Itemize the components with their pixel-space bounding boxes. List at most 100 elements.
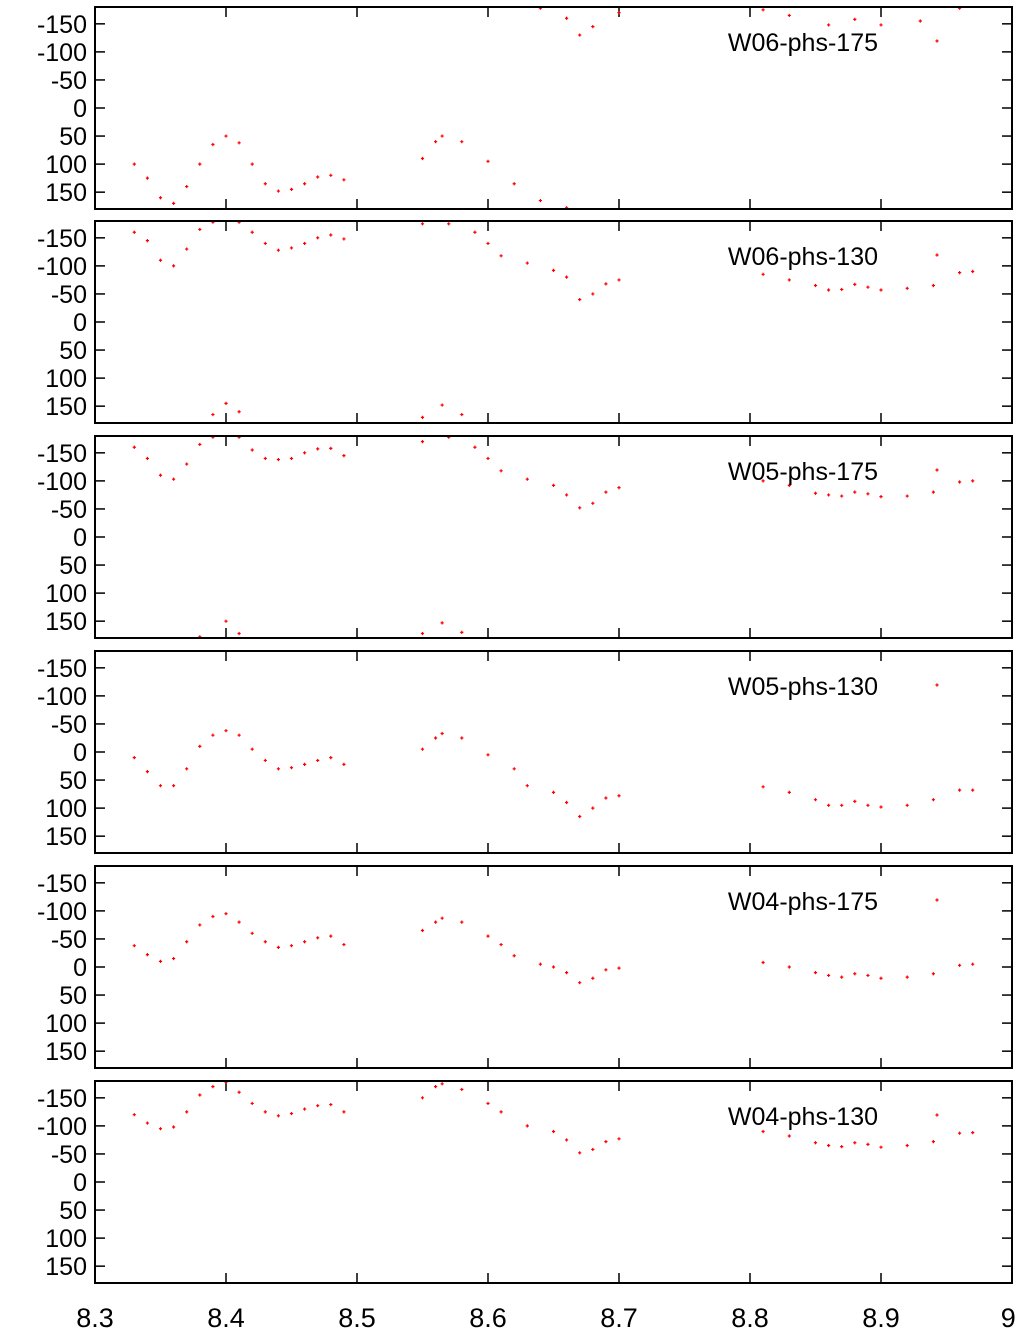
- data-point: [591, 806, 595, 810]
- data-point: [879, 288, 883, 292]
- data-point: [198, 442, 202, 447]
- data-point: [440, 1082, 444, 1086]
- data-point: [303, 762, 307, 766]
- legend-label: W06-phs-130: [728, 243, 878, 271]
- data-point: [237, 920, 241, 924]
- data-point: [263, 758, 267, 763]
- data-point: [316, 236, 320, 240]
- data-point: [224, 134, 228, 138]
- data-point: [289, 456, 294, 461]
- data-point: [420, 156, 425, 161]
- data-point: [145, 239, 149, 243]
- data-point: [158, 784, 163, 788]
- data-point: [958, 963, 962, 967]
- data-point: [185, 1110, 189, 1114]
- data-point: [276, 767, 280, 771]
- data-point: [434, 1085, 438, 1089]
- data-point: [198, 744, 202, 748]
- y-tick-label: -50: [51, 926, 87, 954]
- data-point: [473, 230, 477, 234]
- data-point: [787, 13, 791, 18]
- data-point: [866, 1142, 870, 1147]
- data-point: [787, 965, 791, 969]
- y-tick-label: 150: [45, 393, 87, 421]
- data-point: [420, 415, 425, 419]
- data-point: [499, 469, 503, 473]
- data-point: [158, 959, 163, 963]
- y-tick-label: -50: [51, 1141, 87, 1169]
- data-point: [853, 282, 857, 287]
- data-point: [499, 1110, 503, 1114]
- data-point: [250, 230, 254, 234]
- data-point: [224, 729, 228, 733]
- data-point: [761, 785, 765, 789]
- data-point: [132, 1113, 136, 1117]
- data-point: [185, 247, 189, 251]
- data-point: [486, 753, 490, 757]
- data-point: [958, 480, 962, 484]
- data-point: [289, 766, 294, 770]
- data-point: [420, 222, 425, 226]
- data-point: [512, 767, 516, 771]
- data-point: [211, 914, 215, 919]
- data-point: [840, 494, 844, 498]
- data-point: [185, 462, 189, 466]
- data-point: [316, 1104, 320, 1108]
- data-point: [342, 454, 346, 458]
- y-tick-label: -150: [37, 440, 87, 468]
- data-point: [827, 973, 831, 978]
- x-tick-label: 8.3: [76, 1303, 114, 1332]
- data-point: [276, 189, 280, 193]
- y-tick-label: 150: [45, 1038, 87, 1066]
- data-point: [289, 187, 294, 191]
- data-point: [486, 456, 490, 461]
- data-point: [473, 445, 477, 449]
- data-point: [853, 17, 857, 21]
- y-tick-label: -100: [37, 1113, 87, 1141]
- data-point: [565, 493, 569, 497]
- data-point: [971, 269, 975, 274]
- data-point: [250, 1101, 254, 1106]
- data-point: [578, 506, 582, 510]
- data-point: [303, 451, 307, 455]
- data-point: [185, 184, 189, 189]
- data-point: [460, 140, 464, 144]
- data-point: [905, 975, 909, 979]
- data-point: [551, 965, 556, 969]
- data-point: [866, 973, 870, 978]
- data-point: [813, 283, 818, 288]
- data-point: [931, 798, 935, 802]
- data-point: [434, 736, 438, 740]
- data-point: [761, 272, 765, 276]
- plot-frame: [94, 865, 1013, 1069]
- data-point: [578, 814, 582, 819]
- data-point: [578, 981, 582, 985]
- data-point: [460, 920, 464, 924]
- y-tick-label: 150: [45, 1253, 87, 1281]
- data-point: [158, 258, 163, 262]
- data-point: [237, 631, 241, 636]
- y-tick-label: 150: [45, 823, 87, 851]
- data-point: [971, 479, 975, 483]
- data-point: [303, 940, 307, 944]
- y-tick-label: 100: [45, 795, 87, 823]
- data-point: [787, 1134, 791, 1138]
- y-tick-label: -150: [37, 655, 87, 683]
- data-point: [420, 1096, 425, 1100]
- y-tick-label: 0: [73, 524, 87, 552]
- data-point: [840, 803, 844, 807]
- data-point: [289, 1111, 294, 1116]
- data-point: [185, 767, 189, 771]
- data-point: [591, 1147, 595, 1152]
- data-point: [617, 486, 621, 490]
- y-tick-label: -50: [51, 496, 87, 524]
- data-point: [303, 182, 307, 186]
- data-point: [971, 1131, 975, 1135]
- data-point: [971, 788, 975, 792]
- data-point: [185, 940, 189, 944]
- data-point: [303, 241, 307, 246]
- data-point: [761, 479, 765, 483]
